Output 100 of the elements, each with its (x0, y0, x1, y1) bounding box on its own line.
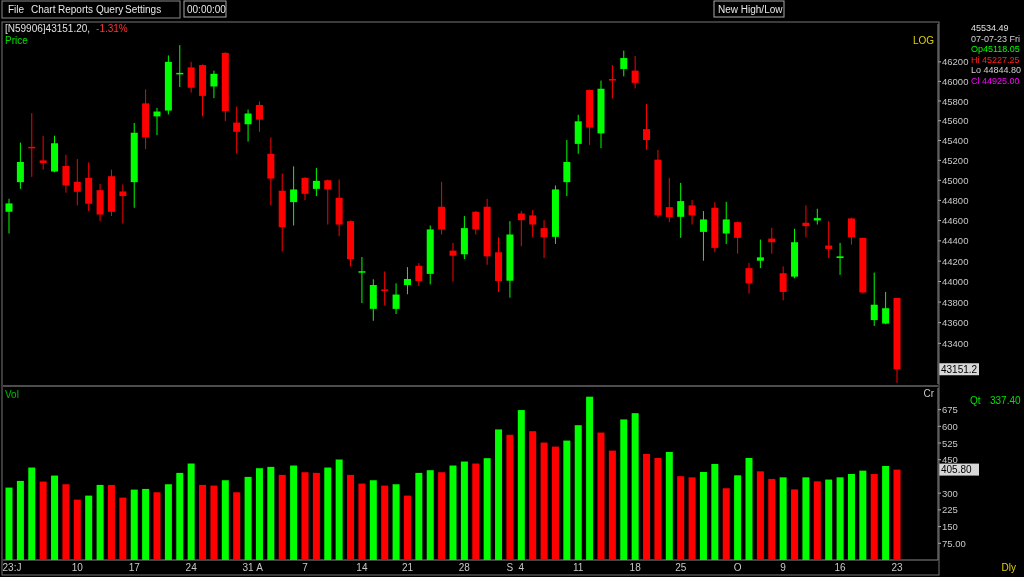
text: File (8, 4, 25, 15)
candlestick (244, 109, 252, 143)
text: 43151.2 (941, 363, 978, 375)
y-tick-label: 44800 (942, 194, 969, 206)
candlestick (722, 201, 730, 245)
candlestick (688, 199, 696, 225)
bar (96, 484, 104, 560)
y-tick-label: 300 (942, 487, 958, 499)
x-tick-label: 4 (518, 562, 525, 573)
candlestick (574, 114, 582, 155)
bar (540, 442, 548, 560)
bar (870, 474, 878, 560)
candlestick (665, 177, 673, 223)
candlestick (779, 265, 787, 301)
x-tick-label: 7 (302, 562, 309, 573)
bar (324, 467, 332, 560)
x-tick-label: O (733, 562, 742, 573)
bar (859, 470, 867, 560)
bar (290, 465, 298, 560)
bar (221, 480, 229, 560)
candlestick (563, 139, 571, 197)
y-tick-label: 44200 (942, 255, 969, 267)
candlestick (301, 176, 309, 201)
bar (529, 431, 537, 560)
text: Hi 45227.25 (971, 54, 1020, 65)
x-tick-label: A (256, 562, 264, 573)
candlestick (631, 55, 639, 89)
bar (847, 474, 855, 560)
bar (472, 463, 480, 560)
x-tick-label: 21 (401, 562, 414, 573)
bar (369, 480, 377, 560)
text: Qt (970, 395, 981, 406)
bar (745, 457, 753, 560)
y-tick-label: 45600 (942, 115, 969, 127)
candlestick (699, 210, 707, 262)
candlestick (620, 50, 628, 77)
x-tick-label: 9 (780, 562, 787, 573)
y-tick-label: 43400 (942, 337, 969, 349)
x-tick-label: 31 (242, 562, 255, 573)
candlestick (369, 278, 377, 322)
bar (278, 474, 286, 560)
candlestick (290, 165, 298, 226)
bar (176, 472, 184, 560)
candlestick (882, 291, 890, 325)
bar (312, 472, 320, 560)
bar (460, 461, 468, 560)
bar (768, 478, 776, 560)
bar (244, 476, 252, 560)
bar (779, 477, 787, 560)
bar (85, 495, 93, 560)
y-tick-label: 150 (942, 521, 958, 533)
bar (574, 425, 582, 560)
text: 07-07-23 Fri (971, 33, 1021, 44)
bar (677, 476, 685, 560)
bar (893, 469, 901, 560)
bar (631, 413, 639, 560)
bar (28, 467, 36, 560)
candlestick (312, 167, 320, 197)
y-tick-label: 45800 (942, 95, 969, 107)
bar (665, 451, 673, 560)
x-tick-label: 25 (675, 562, 687, 573)
candlestick (734, 220, 742, 255)
x-tick-label: 24 (185, 562, 198, 573)
x-tick-label: 14 (356, 562, 368, 573)
bar (16, 480, 24, 560)
bar (699, 472, 707, 560)
candlestick (16, 142, 24, 190)
text: 00:00:00 (187, 4, 227, 15)
candlestick (255, 100, 263, 133)
bar (233, 492, 241, 560)
bar (119, 497, 127, 560)
candlestick (438, 181, 446, 235)
text: Query (96, 4, 124, 15)
bar (711, 463, 719, 560)
text: Settings (125, 4, 162, 15)
bar (586, 396, 594, 560)
candlestick (324, 179, 332, 225)
y-tick-label: 44600 (942, 215, 969, 227)
bar (813, 481, 821, 560)
bar (654, 457, 662, 560)
bar (347, 474, 355, 560)
text: Cr (923, 388, 935, 399)
bar (358, 483, 366, 560)
candlestick (403, 266, 411, 295)
bar (107, 484, 115, 560)
candlestick (870, 272, 878, 327)
bar (597, 432, 605, 560)
bar (506, 434, 514, 560)
y-tick-label: 44000 (942, 276, 969, 288)
y-tick-label: 46000 (942, 75, 969, 87)
x-tick-label: 11 (573, 562, 584, 573)
bar (791, 489, 799, 560)
bar (130, 489, 138, 560)
candlestick (449, 242, 457, 283)
bar (62, 484, 70, 560)
candlestick (233, 106, 241, 155)
y-axis-title: Price (5, 35, 29, 46)
y-tick-label: 600 (942, 420, 958, 432)
y-tick-label: 44400 (942, 235, 969, 247)
bar (608, 450, 616, 560)
